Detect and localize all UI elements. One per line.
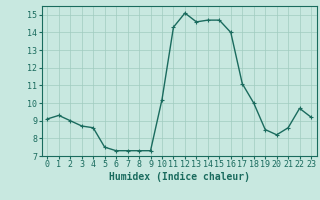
X-axis label: Humidex (Indice chaleur): Humidex (Indice chaleur) (109, 172, 250, 182)
